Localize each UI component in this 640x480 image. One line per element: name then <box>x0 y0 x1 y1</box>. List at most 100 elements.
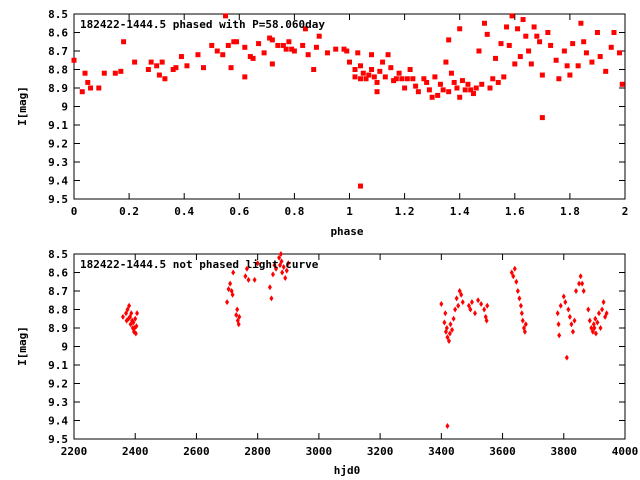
data-point <box>476 297 481 304</box>
data-point <box>352 74 358 80</box>
data-points <box>120 251 609 430</box>
data-point <box>593 330 598 337</box>
data-point <box>200 65 206 71</box>
x-axis-ticks: 2200 2400 2600 2800 3000 3200 3400 3600 3800 4000 <box>61 254 638 458</box>
data-point <box>278 251 283 257</box>
data-point <box>286 39 292 45</box>
data-point <box>269 295 274 302</box>
y-tick-label: 8.5 <box>48 8 68 21</box>
data-point <box>82 70 88 76</box>
data-point <box>316 33 322 39</box>
x-tick-label: 2600 <box>183 445 210 458</box>
data-point <box>586 306 591 313</box>
data-point <box>459 78 465 84</box>
data-point <box>231 269 236 276</box>
data-point <box>352 67 358 72</box>
x-tick-label: 1.8 <box>560 205 580 218</box>
data-point <box>570 328 575 335</box>
data-point <box>555 310 560 317</box>
data-point <box>380 59 386 65</box>
data-point <box>548 42 554 48</box>
data-point <box>443 310 448 317</box>
data-point <box>131 319 136 326</box>
data-point <box>561 293 566 300</box>
data-point <box>604 310 609 317</box>
data-point <box>236 321 241 328</box>
data-point <box>539 115 545 121</box>
data-point <box>509 13 515 19</box>
x-axis-label: hjd0 <box>334 464 361 477</box>
data-point <box>112 70 118 76</box>
data-point <box>595 319 600 326</box>
y-axis-label: I[mag] <box>16 326 29 366</box>
data-point <box>234 39 240 45</box>
data-point <box>558 302 563 309</box>
data-point <box>255 260 260 267</box>
data-point <box>594 30 600 35</box>
data-point <box>457 26 463 32</box>
data-point <box>402 85 408 91</box>
data-point <box>600 306 605 313</box>
data-point <box>313 44 319 50</box>
data-point <box>267 35 273 41</box>
data-point <box>437 81 443 87</box>
data-point <box>462 87 468 93</box>
data-point <box>220 52 226 58</box>
data-point <box>244 265 249 272</box>
data-point <box>448 70 454 76</box>
data-point <box>135 310 140 317</box>
data-point <box>391 78 397 84</box>
data-point <box>572 317 577 324</box>
data-point <box>589 59 595 65</box>
x-tick-label: 3800 <box>551 445 578 458</box>
data-point <box>512 265 517 272</box>
data-point <box>79 89 85 95</box>
data-point <box>482 306 487 313</box>
data-point <box>435 92 441 98</box>
data-point <box>341 46 347 52</box>
data-point <box>506 42 512 48</box>
x-tick-label: 1.2 <box>395 205 415 218</box>
data-point <box>178 54 184 60</box>
x-tick-label: 1.4 <box>450 205 470 218</box>
data-point <box>476 48 482 54</box>
data-point <box>85 79 91 85</box>
data-point <box>520 17 526 23</box>
data-point <box>415 89 421 95</box>
data-point <box>246 276 251 283</box>
x-tick-label: 0.8 <box>284 205 304 218</box>
data-point <box>484 31 490 37</box>
data-point <box>597 54 603 60</box>
data-point <box>557 332 562 339</box>
data-point <box>261 50 267 56</box>
y-tick-label: 9 <box>61 341 68 354</box>
data-point <box>118 68 124 74</box>
data-point <box>283 275 288 282</box>
data-point <box>358 76 364 82</box>
data-point <box>539 72 545 78</box>
data-point <box>162 76 168 82</box>
y-tick-label: 9.2 <box>48 378 68 391</box>
data-point <box>456 302 461 309</box>
data-point <box>230 291 235 298</box>
data-point <box>300 42 306 48</box>
y-tick-label: 9.3 <box>48 396 68 409</box>
data-point <box>581 288 586 294</box>
data-point <box>289 46 295 52</box>
data-point <box>517 295 522 302</box>
data-point <box>445 423 450 430</box>
data-point <box>127 302 132 309</box>
x-axis-ticks: 0 0.2 0.4 0.6 0.8 1 1.2 1.4 1.6 1.8 2 <box>71 14 628 218</box>
data-point <box>269 61 275 67</box>
data-point <box>226 286 231 293</box>
data-point <box>421 76 427 82</box>
data-point <box>225 42 231 48</box>
data-points <box>71 13 625 189</box>
data-point <box>577 280 582 287</box>
data-point <box>469 299 474 306</box>
data-point <box>556 76 562 82</box>
data-point <box>214 48 220 54</box>
y-axis-ticks: 8.5 8.6 8.7 8.8 8.9 9 9.1 9.2 9.3 9.4 9.5 <box>48 8 625 206</box>
data-point <box>578 20 584 26</box>
data-point <box>237 313 242 320</box>
